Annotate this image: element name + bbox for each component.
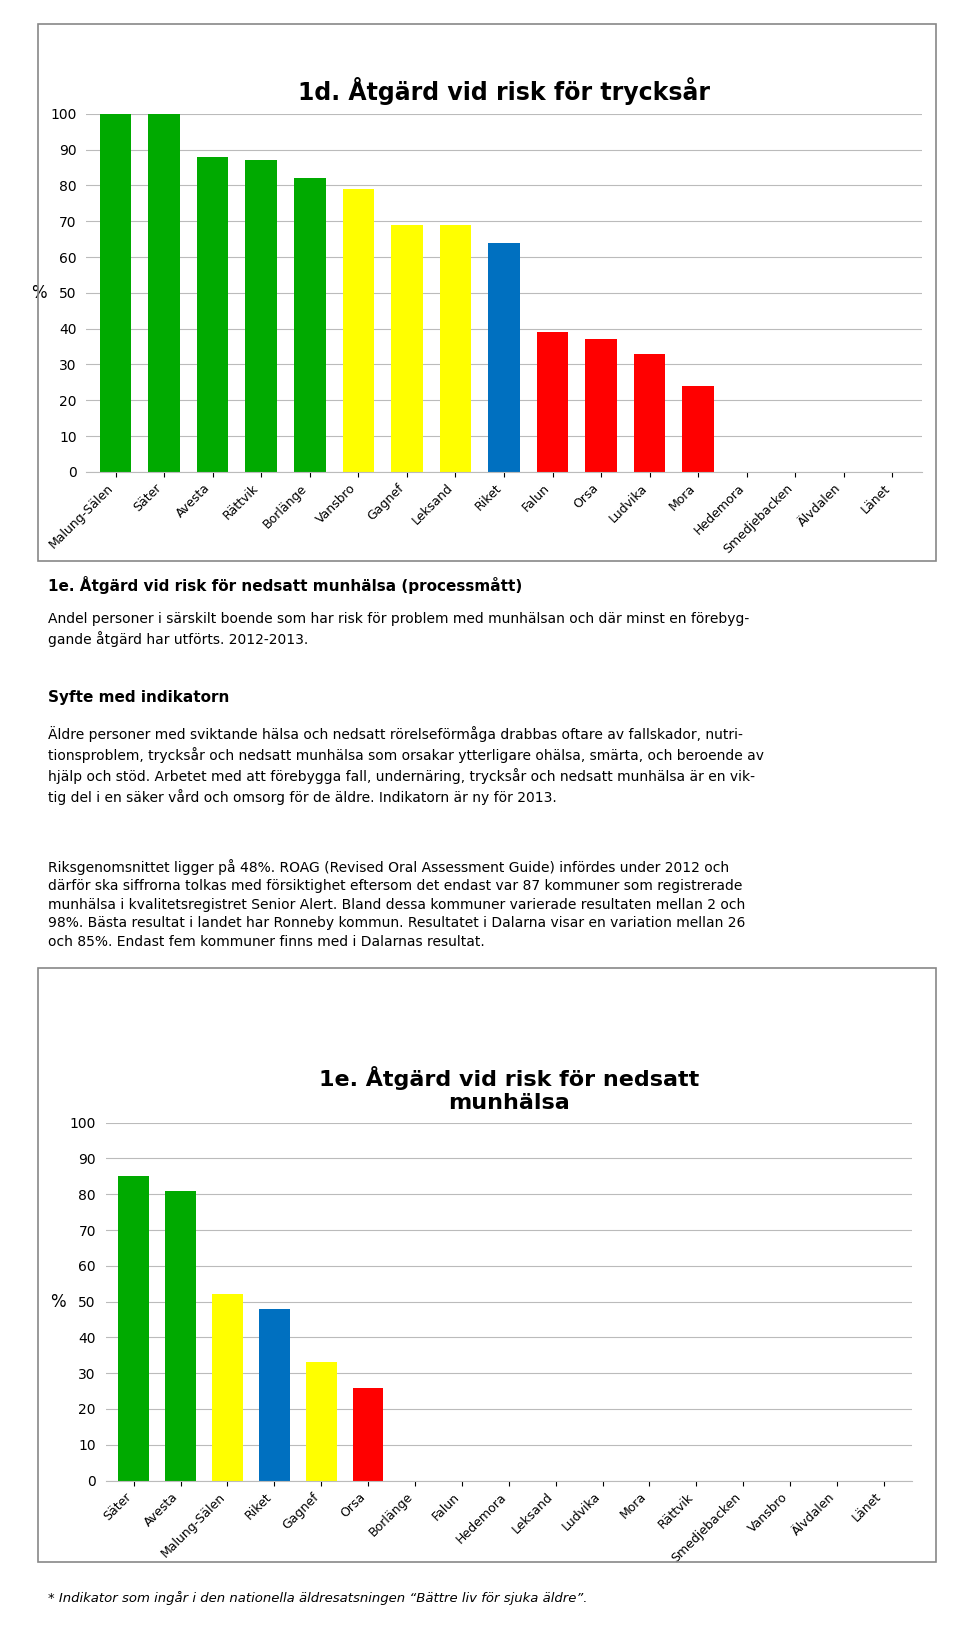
Bar (634, 353, 665, 472)
Title: 1d. Åtgärd vid risk för trycksår: 1d. Åtgärd vid risk för trycksår (298, 76, 710, 106)
Bar (306, 1362, 337, 1481)
Bar (165, 1191, 196, 1481)
Bar (586, 340, 617, 472)
Text: Andel personer i särskilt boende som har risk för problem med munhälsan och där : Andel personer i särskilt boende som har… (48, 612, 749, 648)
Text: Riksgenomsnittet ligger på 48%. ROAG (Revised Oral Assessment Guide) infördes un: Riksgenomsnittet ligger på 48%. ROAG (Re… (48, 859, 745, 949)
Bar (246, 161, 277, 472)
Bar (212, 1295, 243, 1481)
Bar (683, 386, 714, 472)
Bar (148, 114, 180, 472)
Bar (259, 1308, 290, 1481)
Bar (100, 114, 132, 472)
Text: Äldre personer med sviktande hälsa och nedsatt rörelseförmåga drabbas oftare av : Äldre personer med sviktande hälsa och n… (48, 726, 764, 805)
Y-axis label: %: % (32, 283, 47, 303)
Bar (489, 242, 519, 472)
Bar (294, 179, 325, 472)
Bar (197, 156, 228, 472)
Bar (353, 1388, 383, 1481)
Text: 1e. Åtgärd vid risk för nedsatt munhälsa (processmått): 1e. Åtgärd vid risk för nedsatt munhälsa… (48, 576, 522, 594)
Bar (118, 1176, 149, 1481)
Title: 1e. Åtgärd vid risk för nedsatt
munhälsa: 1e. Åtgärd vid risk för nedsatt munhälsa (319, 1066, 699, 1113)
Bar (343, 189, 374, 472)
Bar (391, 225, 422, 472)
Text: * Indikator som ingår i den nationella äldresatsningen “Bättre liv för sjuka äld: * Indikator som ingår i den nationella ä… (48, 1591, 588, 1606)
Text: Syfte med indikatorn: Syfte med indikatorn (48, 690, 229, 704)
Bar (440, 225, 471, 472)
Bar (537, 332, 568, 472)
Y-axis label: %: % (51, 1292, 66, 1311)
